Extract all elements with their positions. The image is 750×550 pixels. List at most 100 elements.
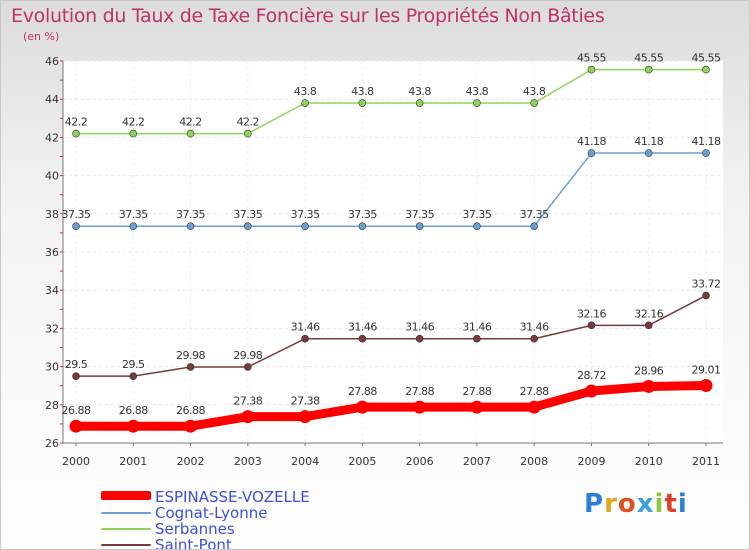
- data-label: 29.5: [65, 358, 88, 371]
- data-label: 43.8: [466, 85, 489, 98]
- data-label: 33.72: [692, 278, 721, 291]
- y-tick-label: 32: [45, 322, 59, 335]
- x-tick-label: 2000: [62, 455, 90, 468]
- x-tick-label: 2002: [177, 455, 205, 468]
- data-point: [126, 419, 140, 433]
- data-point: [587, 65, 596, 74]
- series-line: [75, 68, 707, 135]
- y-tick-label: 40: [45, 170, 59, 183]
- logo-letter: P: [584, 489, 605, 519]
- data-label: 42.2: [179, 116, 202, 129]
- data-point: [415, 99, 424, 107]
- data-point: [355, 400, 369, 414]
- data-label: 31.46: [462, 321, 491, 334]
- y-tick-label: 42: [45, 131, 59, 144]
- data-point: [473, 99, 481, 107]
- data-point: [530, 222, 538, 231]
- data-label: 37.35: [119, 208, 148, 221]
- data-label: 29.5: [122, 358, 145, 371]
- data-point: [244, 129, 252, 138]
- data-point: [186, 363, 195, 371]
- data-point: [530, 334, 538, 343]
- data-point: [186, 222, 195, 231]
- data-point: [358, 99, 367, 107]
- data-label: 43.8: [523, 85, 546, 98]
- legend-label: Serbannes: [155, 520, 235, 538]
- y-tick-label: 36: [45, 246, 59, 259]
- logo-letter: i: [677, 489, 688, 519]
- legend-swatch: [101, 491, 151, 500]
- data-point: [358, 334, 367, 343]
- data-label: 42.2: [237, 116, 260, 129]
- data-point: [473, 222, 481, 231]
- data-label: 41.18: [634, 135, 663, 148]
- x-tick-label: 2007: [463, 455, 491, 468]
- series-cognat-lyonne: 37.35 37.35 37.35 37.35 37.35 37.35 37.35 37.35…: [62, 135, 721, 231]
- x-tick-label: 2001: [119, 455, 147, 468]
- x-tick-label: 2006: [406, 455, 434, 468]
- data-point: [644, 321, 653, 330]
- x-tick-label: 2004: [291, 455, 319, 468]
- data-point: [584, 384, 598, 398]
- unit-label: (en %): [23, 30, 60, 43]
- data-point: [473, 334, 481, 343]
- data-label: 27.88: [462, 385, 491, 398]
- logo-letter: o: [617, 489, 637, 519]
- data-label: 37.35: [520, 208, 549, 221]
- data-label: 28.72: [577, 369, 606, 382]
- data-point: [129, 222, 138, 231]
- x-tick-label: 2003: [234, 455, 262, 468]
- data-point: [644, 149, 653, 157]
- data-label: 29.98: [233, 349, 262, 362]
- series-line: [75, 294, 707, 377]
- data-label: 45.55: [634, 52, 663, 65]
- data-point: [241, 410, 255, 424]
- data-point: [702, 65, 710, 74]
- series-espinasse-vozelle: 26.88 26.88 26.88 27.38 27.38 27.88 27.88 27.88…: [62, 364, 721, 433]
- data-label: 31.46: [520, 321, 549, 334]
- data-point: [644, 65, 653, 74]
- data-label: 32.16: [577, 307, 606, 320]
- logo-letter: t: [664, 489, 678, 519]
- data-label: 29.01: [692, 364, 721, 377]
- data-label: 37.35: [405, 208, 434, 221]
- data-point: [415, 222, 424, 231]
- data-point: [72, 222, 80, 231]
- data-point: [587, 149, 596, 157]
- data-point: [72, 129, 80, 138]
- data-label: 27.38: [291, 395, 320, 408]
- data-point: [301, 334, 309, 343]
- data-label: 27.88: [405, 385, 434, 398]
- data-label: 31.46: [348, 321, 377, 334]
- data-label: 37.35: [233, 208, 262, 221]
- series-serbannes: 42.2 42.2 42.2 42.2 43.8 43.8 43.8 43.8 43.8 45.5…: [65, 52, 721, 138]
- series-line: [71, 381, 711, 431]
- legend-swatch: [101, 528, 151, 530]
- data-label: 26.88: [62, 404, 91, 417]
- legend-label: Cognat-Lyonne: [155, 504, 268, 522]
- x-tick-label: 2010: [635, 455, 663, 468]
- data-point: [413, 400, 427, 414]
- data-label: 37.35: [348, 208, 377, 221]
- data-label: 27.88: [348, 385, 377, 398]
- data-point: [301, 99, 309, 107]
- data-label: 31.46: [405, 321, 434, 334]
- x-tick-label: 2011: [692, 455, 720, 468]
- data-label: 37.35: [291, 208, 320, 221]
- y-tick-label: 30: [45, 361, 59, 374]
- legend-swatch: [101, 544, 151, 546]
- data-point: [184, 419, 198, 433]
- y-tick-label: 28: [45, 399, 59, 412]
- y-tick-label: 26: [45, 437, 59, 450]
- data-label: 41.18: [692, 135, 721, 148]
- data-point: [244, 222, 252, 231]
- legend-label: Saint-Pont: [155, 536, 232, 550]
- logo-letter: x: [636, 489, 655, 519]
- y-tick-label: 38: [45, 208, 59, 221]
- data-point: [702, 149, 710, 157]
- data-point: [301, 222, 309, 231]
- data-point: [298, 410, 312, 424]
- data-point: [470, 400, 484, 414]
- y-tick-label: 46: [45, 55, 59, 68]
